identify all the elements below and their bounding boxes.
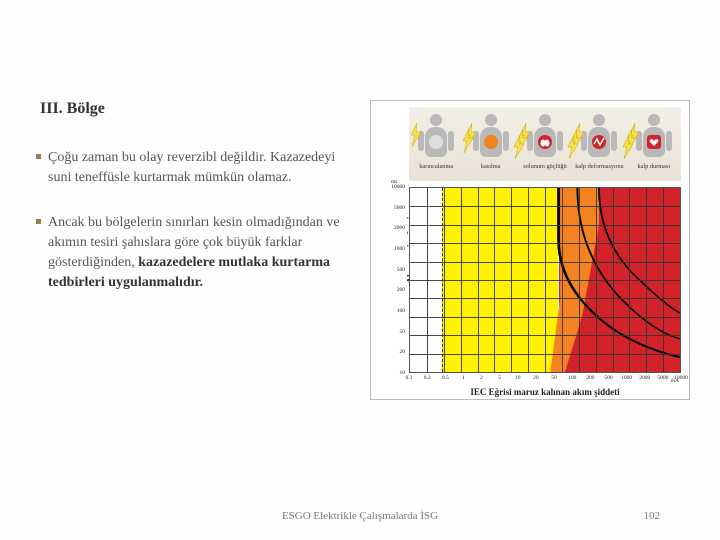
x-ticks: 0.10.20.51251020501002005001000200050001… <box>409 375 681 385</box>
gridline-h <box>410 335 680 336</box>
gridline-h <box>410 262 680 263</box>
gridline-h <box>410 225 680 226</box>
x-axis-label: IEC Eğrisi maruz kalınan akım şiddeti <box>409 387 681 397</box>
y-tick: 1000 <box>394 246 405 252</box>
bolt-icon <box>621 135 635 159</box>
x-tick: 5 <box>498 375 501 381</box>
y-tick: 5000 <box>394 205 405 211</box>
x-tick: 10 <box>515 375 521 381</box>
x-tick: 0.5 <box>442 375 449 381</box>
x-tick: 1000 <box>621 375 632 381</box>
x-tick: 5000 <box>657 375 668 381</box>
figure-label: kasılma <box>481 163 501 170</box>
footer-text: ESGO Elektrikle Çalışmalarda İSG <box>0 510 720 522</box>
x-tick: 0.1 <box>406 375 413 381</box>
gridline-h <box>410 317 680 318</box>
paragraph-1-text: Çoğu zaman bu olay reverzibl değildir. K… <box>48 150 335 185</box>
y-ticks: 10000500020001000500200100502010 <box>389 187 407 373</box>
x-tick: 1 <box>462 375 465 381</box>
y-tick: 100 <box>397 308 405 314</box>
gridline-h <box>410 243 680 244</box>
bolt-icon <box>512 135 526 159</box>
x-tick: 200 <box>586 375 594 381</box>
gridline-h <box>410 298 680 299</box>
figure-3: kalp deformasyonu <box>572 107 626 181</box>
x-unit: mA <box>671 378 679 384</box>
y-tick: 10 <box>400 370 406 376</box>
gridline-h <box>410 206 680 207</box>
section-heading: III. Bölge <box>40 100 350 118</box>
x-tick: 50 <box>551 375 557 381</box>
figure-4: kalp durması <box>627 107 681 181</box>
y-tick: 50 <box>400 329 406 335</box>
bolt-icon <box>409 123 423 147</box>
figure-label: solunum güçlüğü <box>523 163 567 170</box>
y-tick: 500 <box>397 267 405 273</box>
figure-label: kalp deformasyonu <box>575 163 623 170</box>
figure-2: solunum güçlüğü <box>518 107 572 181</box>
gridline-h <box>410 280 680 281</box>
x-tick: 2 <box>480 375 483 381</box>
paragraph-2: Ancak bu bölgelerin sınırları kesin olma… <box>40 213 350 294</box>
figure-0: karıncalanma <box>409 107 463 181</box>
figure-label: kalp durması <box>637 163 670 170</box>
page-number: 102 <box>644 510 661 522</box>
figure-label: karıncalanma <box>419 163 453 170</box>
y-tick: 2000 <box>394 225 405 231</box>
iec-chart: karıncalanma kasılma solunum güçlüğü kalp d… <box>370 100 690 400</box>
paragraph-1: Çoğu zaman bu olay reverzibl değildir. K… <box>40 148 350 189</box>
grid-area <box>409 187 681 373</box>
gridline-h <box>410 354 680 355</box>
x-tick: 2000 <box>639 375 650 381</box>
chart-column: karıncalanma kasılma solunum güçlüğü kalp d… <box>370 100 690 400</box>
y-tick: 20 <box>400 349 406 355</box>
x-tick: 500 <box>604 375 612 381</box>
y-unit: ms <box>391 179 397 185</box>
x-tick: 0.2 <box>424 375 431 381</box>
x-tick: 20 <box>533 375 539 381</box>
text-column: III. Bölge Çoğu zaman bu olay reverzibl … <box>40 100 350 400</box>
y-tick: 200 <box>397 287 405 293</box>
figure-1: kasılma <box>463 107 517 181</box>
bolt-icon <box>566 135 580 159</box>
figures-row: karıncalanma kasılma solunum güçlüğü kalp d… <box>409 107 681 181</box>
x-tick: 100 <box>568 375 576 381</box>
bolt-icon <box>461 129 475 153</box>
